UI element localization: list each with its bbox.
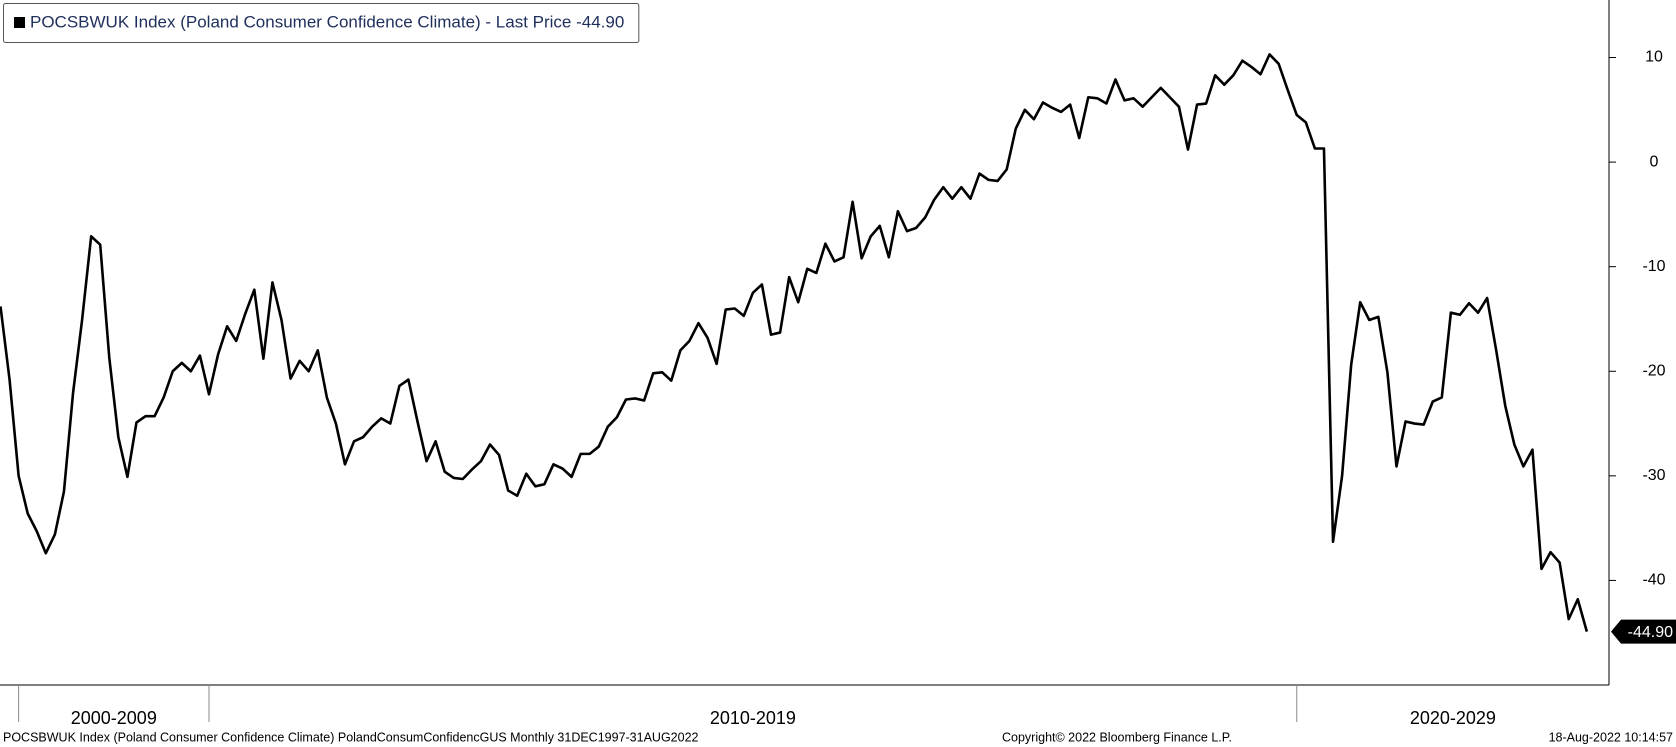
y-tick-label: -20: [1642, 362, 1665, 379]
last-price-label: -44.90: [1628, 624, 1673, 641]
y-tick-label: 10: [1645, 49, 1663, 66]
legend-box: [3, 3, 640, 43]
series-line: [0, 53, 1589, 633]
y-tick-label: 0: [1650, 153, 1659, 170]
legend-text: POCSBWUK Index (Poland Consumer Confiden…: [30, 12, 624, 31]
x-group-label: 2000-2009: [71, 708, 157, 728]
footer-right: 18-Aug-2022 10:14:57: [1549, 730, 1673, 744]
legend: POCSBWUK Index (Poland Consumer Confiden…: [3, 3, 640, 43]
y-tick-label: -10: [1642, 258, 1665, 275]
footer-center: Copyright© 2022 Bloomberg Finance L.P.: [1002, 730, 1232, 744]
y-tick-label: -30: [1642, 467, 1665, 484]
legend-swatch: [14, 17, 25, 28]
footer-left: POCSBWUK Index (Poland Consumer Confiden…: [3, 730, 699, 744]
x-group-label: 2010-2019: [710, 708, 796, 728]
x-group-label: 2020-2029: [1410, 708, 1496, 728]
last-price-tag: [1611, 619, 1676, 644]
y-tick-label: -40: [1642, 572, 1665, 589]
